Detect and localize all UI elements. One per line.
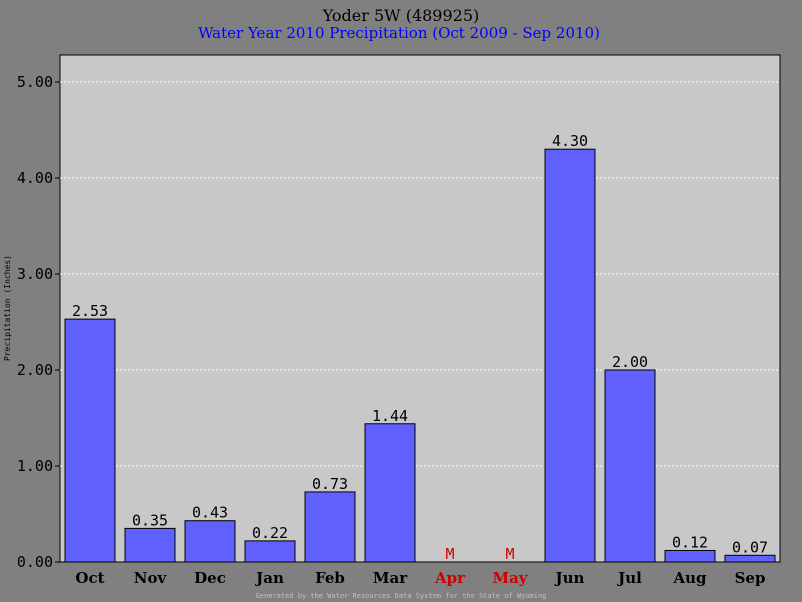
- x-tick-label-may: May: [492, 569, 528, 587]
- data-label-jun: 4.30: [552, 132, 588, 150]
- x-tick-label-jan: Jan: [254, 569, 284, 587]
- data-label-jan: 0.22: [252, 524, 288, 542]
- data-labels: 2.53 0.35 0.43 0.22 0.73 1.44 M M 4.30 2.00 0.12 0.…: [72, 132, 768, 563]
- bar-jun: [544, 148, 596, 563]
- plot-area: [59, 54, 781, 563]
- y-tick-label: 4.00: [17, 169, 53, 187]
- data-label-dec: 0.43: [192, 504, 228, 522]
- bar-oct: [64, 318, 116, 563]
- y-tick-label: 1.00: [17, 457, 53, 475]
- data-label-mar: 1.44: [372, 407, 408, 425]
- y-axis-ticks: 0.00 1.00 2.00 3.00 4.00 5.00: [17, 73, 60, 571]
- bar-nov: [124, 527, 176, 563]
- x-tick-label-aug: Aug: [672, 569, 707, 587]
- data-label-jul: 2.00: [612, 353, 648, 371]
- y-tick-label: 5.00: [17, 73, 53, 91]
- grid-lines: [60, 81, 780, 467]
- x-tick-label-feb: Feb: [315, 569, 345, 587]
- x-tick-label-oct: Oct: [75, 569, 104, 587]
- y-axis-label: Precipitation (Inches): [3, 255, 12, 361]
- x-tick-label-apr: Apr: [434, 569, 466, 587]
- x-tick-label-mar: Mar: [373, 569, 408, 587]
- data-label-nov: 0.35: [132, 511, 168, 529]
- data-label-oct: 2.53: [72, 302, 108, 320]
- data-label-aug: 0.12: [672, 533, 708, 551]
- bar-jan: [244, 540, 296, 563]
- x-tick-label-sep: Sep: [735, 569, 766, 587]
- y-tick-label: 2.00: [17, 361, 53, 379]
- bar-aug: [664, 549, 716, 563]
- data-label-sep: 0.07: [732, 538, 768, 556]
- chart-subtitle: Water Year 2010 Precipitation (Oct 2009 …: [198, 24, 600, 42]
- missing-marker-apr: M: [445, 545, 454, 563]
- x-tick-label-dec: Dec: [194, 569, 226, 587]
- bar-dec: [184, 520, 236, 563]
- x-tick-label-nov: Nov: [134, 569, 168, 587]
- y-tick-label: 3.00: [17, 265, 53, 283]
- data-label-feb: 0.73: [312, 475, 348, 493]
- x-axis-ticks: Oct Nov Dec Jan Feb Mar Apr May Jun Jul Aug Sep: [60, 561, 780, 587]
- missing-marker-may: M: [505, 545, 514, 563]
- bar-series: [64, 148, 776, 563]
- bar-feb: [304, 491, 356, 563]
- x-tick-label-jun: Jun: [554, 569, 585, 587]
- chart-title: Yoder 5W (489925): [322, 6, 480, 25]
- bar-jul: [604, 369, 656, 563]
- footer-credit: Generated by the Water Resources Data Sy…: [256, 592, 547, 600]
- bar-mar: [364, 423, 416, 563]
- x-tick-label-jul: Jul: [616, 569, 642, 587]
- bar-sep: [724, 554, 776, 563]
- y-tick-label: 0.00: [17, 553, 53, 571]
